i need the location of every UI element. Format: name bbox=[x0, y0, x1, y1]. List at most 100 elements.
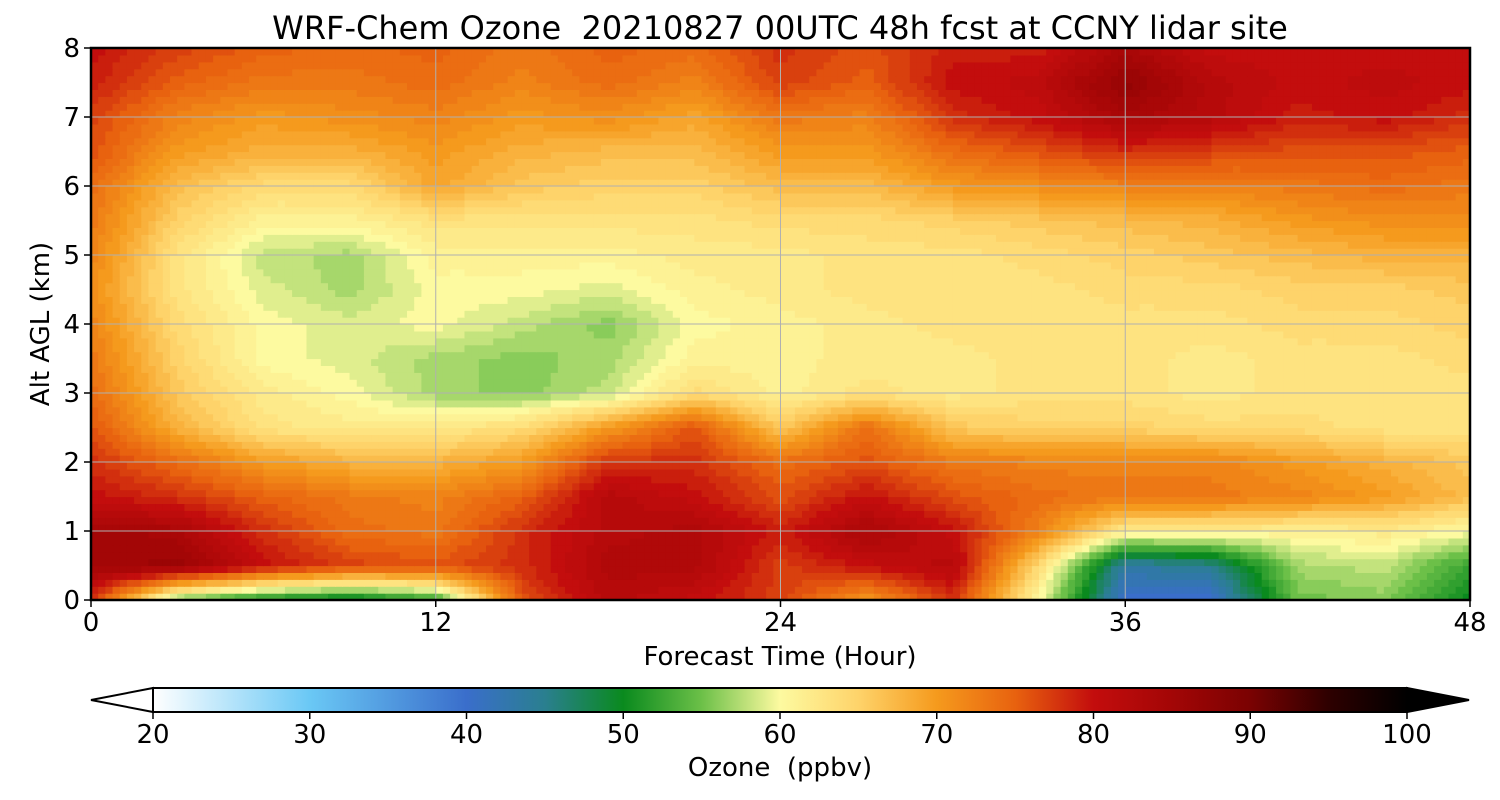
ozone-cell bbox=[126, 448, 135, 456]
ozone-cell bbox=[1225, 579, 1234, 587]
ozone-cell bbox=[787, 489, 796, 498]
ozone-cell bbox=[1132, 427, 1141, 435]
ozone-cell bbox=[723, 503, 731, 511]
ozone-cell bbox=[1197, 455, 1205, 463]
ozone-cell bbox=[335, 517, 343, 525]
ozone-cell bbox=[320, 496, 329, 504]
ozone-cell bbox=[565, 462, 573, 470]
ozone-cell bbox=[442, 544, 451, 553]
ozone-cell bbox=[873, 420, 882, 429]
ozone-cell bbox=[909, 524, 918, 532]
ozone-cell bbox=[751, 448, 760, 456]
ozone-cell bbox=[241, 468, 250, 477]
ozone-cell bbox=[464, 537, 473, 546]
ozone-cell bbox=[780, 579, 789, 587]
ozone-cell bbox=[988, 434, 997, 442]
ozone-cell bbox=[737, 448, 746, 456]
ozone-cell bbox=[1297, 537, 1306, 546]
ozone-cell bbox=[521, 455, 530, 463]
ozone-cell bbox=[823, 420, 832, 429]
ozone-cell bbox=[529, 434, 537, 442]
ozone-cell bbox=[1448, 455, 1457, 463]
ozone-cell bbox=[1347, 468, 1356, 477]
ozone-cell bbox=[780, 455, 789, 463]
ozone-cell bbox=[536, 475, 545, 484]
ozone-cell bbox=[881, 441, 889, 449]
ozone-cell bbox=[780, 551, 789, 560]
ozone-cell bbox=[500, 489, 509, 498]
ozone-cell bbox=[378, 468, 387, 477]
ozone-cell bbox=[952, 503, 961, 511]
ozone-cell bbox=[644, 441, 652, 449]
ozone-cell bbox=[766, 586, 774, 594]
ozone-cell bbox=[938, 586, 947, 594]
ozone-cell bbox=[809, 448, 818, 456]
ozone-cell bbox=[1182, 551, 1191, 560]
ozone-cell bbox=[1376, 503, 1385, 511]
ozone-cell bbox=[593, 420, 602, 429]
ozone-cell bbox=[981, 586, 990, 594]
ozone-cell bbox=[823, 462, 832, 470]
ozone-cell bbox=[1189, 482, 1198, 491]
ozone-cell bbox=[565, 572, 573, 580]
ozone-cell bbox=[198, 524, 207, 532]
ozone-cell bbox=[550, 427, 559, 435]
ozone-cell bbox=[98, 510, 106, 518]
ozone-cell bbox=[1283, 496, 1292, 504]
ozone-cell bbox=[442, 420, 451, 429]
ozone-cell bbox=[550, 579, 559, 587]
ozone-cell bbox=[1003, 489, 1011, 498]
ozone-cell bbox=[658, 468, 667, 477]
ozone-cell bbox=[356, 593, 365, 601]
ozone-cell bbox=[873, 441, 882, 449]
ozone-cell bbox=[1254, 420, 1263, 429]
ozone-cell bbox=[1168, 420, 1177, 429]
ozone-cell bbox=[435, 420, 444, 429]
ozone-cell bbox=[1074, 489, 1083, 498]
ozone-cell bbox=[184, 572, 193, 580]
ozone-cell bbox=[1010, 537, 1019, 546]
ozone-cell bbox=[1268, 558, 1277, 567]
ozone-cell bbox=[1232, 434, 1241, 442]
ozone-cell bbox=[162, 503, 171, 511]
ozone-cell bbox=[780, 565, 789, 573]
ozone-cell bbox=[213, 572, 221, 580]
ozone-cell bbox=[1398, 551, 1406, 560]
ozone-cell bbox=[414, 531, 422, 539]
ozone-cell bbox=[1268, 517, 1277, 525]
ozone-cell bbox=[636, 482, 645, 491]
ozone-cell bbox=[1017, 586, 1026, 594]
ozone-cell bbox=[902, 531, 911, 539]
ozone-cell bbox=[543, 482, 552, 491]
ozone-cell bbox=[565, 531, 573, 539]
ozone-cell bbox=[1017, 462, 1026, 470]
ozone-cell bbox=[629, 468, 638, 477]
ozone-cell bbox=[1434, 572, 1442, 580]
ozone-cell bbox=[256, 420, 264, 429]
ozone-cell bbox=[1182, 558, 1191, 567]
ozone-cell bbox=[306, 593, 315, 601]
ozone-cell bbox=[184, 455, 193, 463]
ozone-cell bbox=[837, 448, 846, 456]
ozone-cell bbox=[1333, 455, 1342, 463]
ozone-cell bbox=[1362, 420, 1371, 429]
ozone-cell bbox=[1103, 524, 1112, 532]
ozone-cell bbox=[744, 531, 753, 539]
ozone-cell bbox=[888, 448, 897, 456]
ozone-cell bbox=[1024, 496, 1033, 504]
ozone-cell bbox=[292, 420, 300, 429]
ozone-cell bbox=[428, 427, 437, 435]
ozone-cell bbox=[464, 572, 473, 580]
ozone-cell bbox=[672, 503, 681, 511]
ozone-cell bbox=[521, 544, 530, 553]
ozone-cell bbox=[270, 537, 279, 546]
ozone-cell bbox=[1405, 510, 1414, 518]
ozone-cell bbox=[859, 593, 868, 601]
ozone-cell bbox=[1197, 482, 1205, 491]
ozone-cell bbox=[91, 475, 99, 484]
ozone-cell bbox=[1333, 489, 1342, 498]
ozone-cell bbox=[356, 441, 365, 449]
ozone-cell bbox=[852, 503, 861, 511]
ozone-cell bbox=[888, 565, 897, 573]
ozone-cell bbox=[249, 517, 257, 525]
